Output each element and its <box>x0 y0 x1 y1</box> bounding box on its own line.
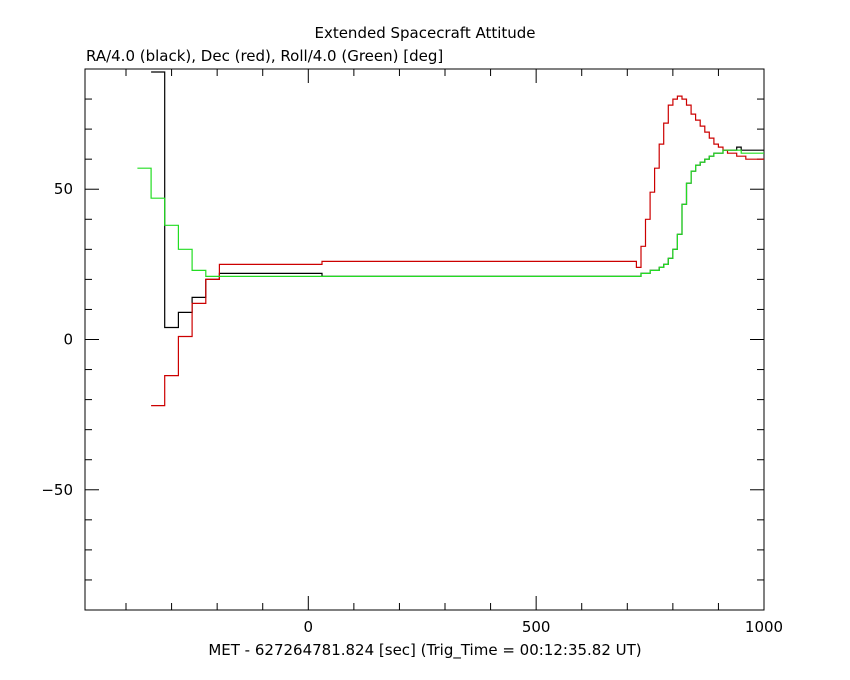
x-tick-label: 0 <box>304 618 314 636</box>
series-line-1 <box>151 95 764 407</box>
x-tick-label: 500 <box>522 618 551 636</box>
plot-area: 0 500 1000 −50 0 50 <box>41 68 783 636</box>
chart-subtitle: RA/4.0 (black), Dec (red), Roll/4.0 (Gre… <box>86 47 443 65</box>
y-tick-label: 0 <box>63 331 73 349</box>
chart-title: Extended Spacecraft Attitude <box>314 24 535 42</box>
y-tick-label: −50 <box>41 481 73 499</box>
series-line-0 <box>151 71 764 329</box>
x-axis-label: MET - 627264781.824 [sec] (Trig_Time = 0… <box>208 641 641 660</box>
x-tick-label: 1000 <box>745 618 783 636</box>
plot-frame <box>84 68 765 611</box>
series-line-2 <box>137 149 764 277</box>
y-tick-label: 50 <box>54 180 73 198</box>
